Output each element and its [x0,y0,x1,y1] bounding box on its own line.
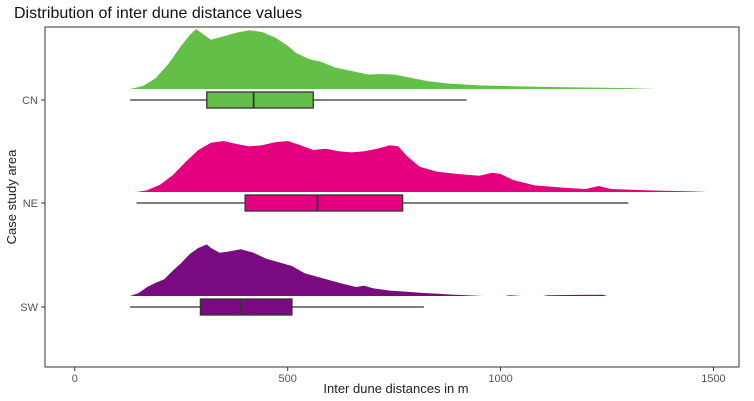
series-sw [130,244,607,316]
x-tick-label-500: 500 [279,373,297,385]
density-sw [130,244,607,296]
x-tick-label-1000: 1000 [488,373,512,385]
box-sw [199,298,293,316]
series-cn [130,29,656,109]
density-cn [130,29,656,89]
series-ne [136,141,708,212]
density-ne [136,141,708,192]
series-layer [130,29,708,316]
y-tick-label-sw: SW [20,302,38,314]
y-axis: CN NE SW [20,95,45,314]
x-axis: 0 500 1000 1500 [72,367,726,385]
box-cn [206,91,314,109]
y-axis-title: Case study area [4,149,19,244]
x-tick-label-0: 0 [72,373,78,385]
x-axis-title: Inter dune distances in m [323,381,468,396]
box-ne [244,194,404,212]
y-tick-label-ne: NE [23,198,38,210]
plot-panel [44,26,740,368]
y-tick-label-cn: CN [22,95,38,107]
x-tick-label-1500: 1500 [701,373,725,385]
chart-title: Distribution of inter dune distance valu… [14,5,302,22]
